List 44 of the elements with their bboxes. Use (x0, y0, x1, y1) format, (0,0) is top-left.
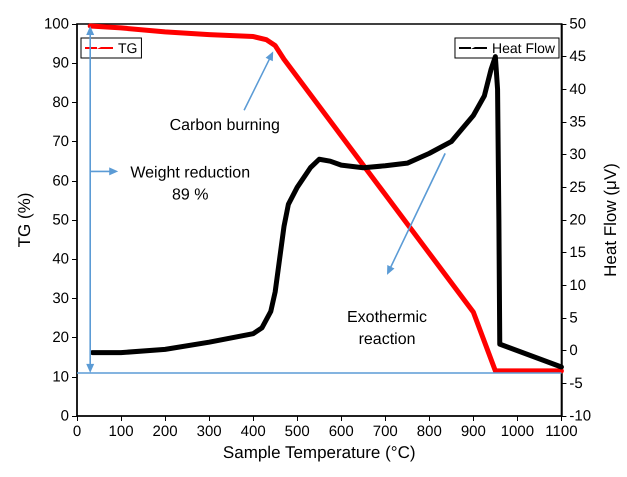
x-tick-label: 1000 (500, 423, 534, 440)
x-tick-label: 500 (284, 423, 310, 440)
y2-tick-label: 5 (569, 310, 578, 326)
annotation: Carbon burning (170, 116, 280, 134)
y2-tick-label: 50 (569, 16, 586, 32)
y-tick-label: 40 (52, 250, 69, 268)
y2-tick-label: 25 (569, 178, 586, 196)
y-tick-label: 90 (52, 54, 69, 72)
x-tick-label: 300 (196, 423, 222, 440)
y2-tick-label: -5 (569, 374, 583, 392)
y-tick-label: 100 (44, 16, 69, 32)
x-tick-label: 900 (460, 423, 486, 440)
x-tick-label: 700 (372, 423, 398, 440)
y2-tick-label: 0 (569, 342, 578, 360)
y2-tick-label: 10 (569, 276, 586, 294)
y2-tick-label: 35 (569, 114, 586, 130)
y-tick-label: 70 (52, 133, 69, 150)
y-axis-title: TG (%) (15, 192, 34, 248)
y2-tick-label: 30 (569, 146, 586, 164)
x-tick-label: 1100 (545, 423, 578, 440)
legend-label: TG (118, 40, 138, 56)
y2-tick-label: 40 (569, 80, 586, 98)
legend-label: Heat Flow (492, 40, 556, 56)
y-tick-label: 0 (60, 408, 69, 424)
y-tick-label: 20 (52, 329, 69, 346)
x-axis-title: Sample Temperature (°C) (222, 443, 416, 462)
x-tick-label: 600 (328, 423, 354, 440)
y-tick-label: 30 (52, 290, 69, 307)
y2-tick-label: -10 (569, 408, 592, 424)
y-tick-label: 10 (52, 368, 69, 386)
y2-axis-title: Heat Flow (μV) (601, 163, 620, 277)
x-tick-label: 100 (108, 423, 134, 440)
x-tick-label: 0 (72, 423, 82, 440)
y2-tick-label: 15 (569, 244, 586, 262)
x-tick-label: 400 (240, 423, 266, 440)
y-tick-label: 80 (52, 94, 69, 111)
annotation: Weight reduction 89 % (130, 164, 250, 204)
y-tick-label: 60 (52, 172, 69, 190)
y-tick-label: 50 (52, 212, 69, 228)
x-tick-label: 800 (416, 423, 442, 440)
annotation: Exothermic reaction (347, 308, 428, 348)
x-tick-label: 200 (152, 423, 178, 440)
y2-tick-label: 45 (569, 48, 586, 66)
y2-tick-label: 20 (569, 212, 586, 228)
